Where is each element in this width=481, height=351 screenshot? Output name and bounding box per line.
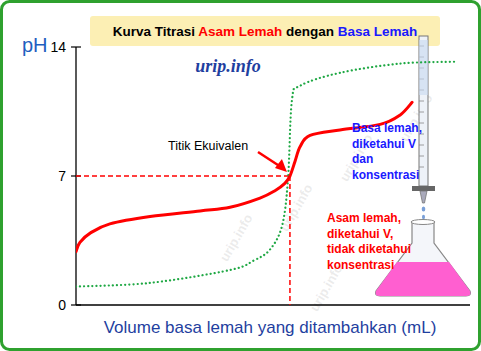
note-line: tidak diketahui (327, 242, 411, 256)
title: Kurva Titrasi Asam Lemah dengan Basa Lem… (113, 24, 418, 39)
burette-scale (419, 156, 424, 157)
note-line: diketahui V (352, 137, 416, 151)
burette-scale (419, 112, 424, 113)
note-line: diketahui V, (327, 227, 393, 241)
note-line: konsentrasi (327, 258, 394, 272)
burette-scale (419, 101, 424, 102)
stopcock (412, 186, 435, 191)
title-word: Lemah (370, 24, 417, 39)
drop (422, 215, 425, 219)
title-word: Asam (195, 24, 235, 39)
equivalence-label: Titik Ekuivalen (168, 139, 248, 153)
y-tick (71, 304, 81, 305)
titration-curve (76, 62, 455, 287)
burette-scale (419, 167, 424, 168)
title-word: Lemah (235, 24, 282, 39)
y-axis-label: pH (22, 34, 48, 56)
chart-root: urip.infourip.infourip.infourip.infourip… (0, 0, 481, 351)
burette-tip (420, 191, 427, 203)
equivalence-volume-line (289, 176, 291, 305)
title-word: Titrasi (151, 24, 195, 39)
y-tick-label: 14 (50, 39, 66, 55)
watermark: urip.info (217, 211, 256, 264)
note-line: Basa lemah, (352, 121, 422, 135)
burette-liquid (419, 40, 428, 95)
title-word: Kurva (113, 24, 152, 39)
note-line: dan (352, 152, 373, 166)
title-word: Basa (334, 24, 371, 39)
plot-area (76, 62, 455, 287)
watermark: urip.info (277, 181, 316, 234)
x-axis (76, 304, 470, 305)
y-tick (71, 46, 81, 47)
frame (2, 2, 480, 350)
y-tick-label: 7 (58, 168, 66, 184)
x-axis-label: Volume basa lemah yang ditambahkan (mL) (104, 318, 437, 337)
title-box (90, 16, 440, 46)
logo: urip.info (195, 56, 261, 76)
equivalence-arrowhead (275, 159, 287, 172)
burette-scale (419, 145, 424, 146)
equivalence-ph-line (76, 175, 290, 177)
burette (419, 36, 428, 186)
drop (422, 206, 426, 211)
chart-svg: urip.infourip.infourip.infourip.infourip… (0, 0, 481, 351)
note-line: konsentrasi (352, 168, 419, 182)
flask-mouth (411, 220, 435, 225)
note-line: Asam lemah, (327, 211, 401, 225)
title-word: dengan (282, 24, 334, 39)
y-tick-label: 0 (58, 297, 66, 313)
